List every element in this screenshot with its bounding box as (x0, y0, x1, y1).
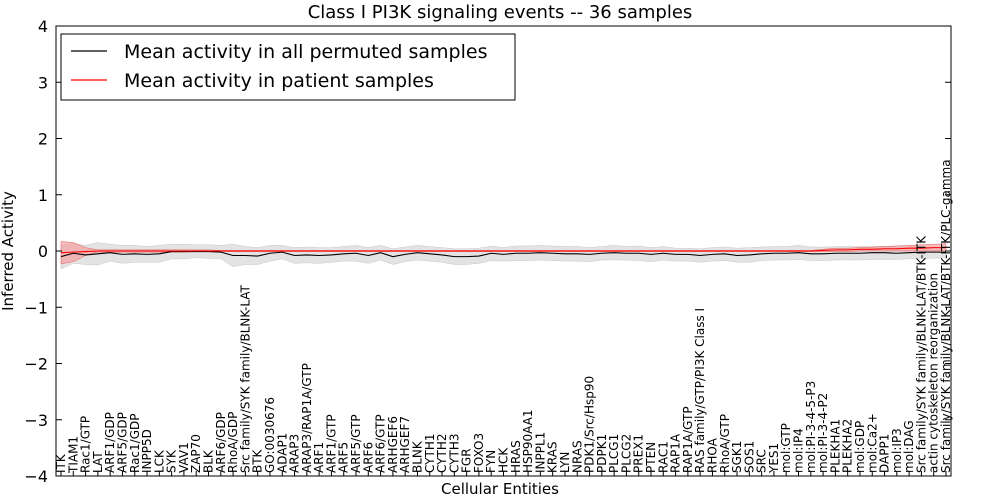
x-tick-label: ARAP3 (288, 434, 302, 473)
x-tick-label: SOS1 (742, 441, 756, 473)
x-tick-label: ADAP1 (275, 433, 289, 473)
x-tick-label: BLNK (410, 440, 424, 473)
x-tick-label: mol:PI-3-4-5-P3 (804, 381, 818, 473)
x-tick-labels: ITKTIAM1Rac1/GTPLATARF1/GDPARF5/GDPRac1/… (54, 159, 953, 476)
x-tick-label: PDPK1 (595, 434, 609, 473)
x-axis-label: Cellular Entities (441, 480, 559, 498)
x-tick-label: TIAM1 (66, 436, 80, 474)
x-tick-label: Src family/SYK family/BLNK-LAT/BTK-ITK/P… (939, 159, 953, 473)
x-tick-label: PLCG2 (619, 434, 633, 473)
x-tick-label: mol:IP4 (792, 428, 806, 473)
x-tick-label: ZAP70 (189, 434, 203, 473)
x-tick-label: HSP90AA1 (521, 409, 535, 473)
x-tick-label: KRAS (546, 441, 560, 473)
x-tick-label: ARF5/GDP (115, 412, 129, 473)
x-tick-label: CYTH1 (423, 434, 437, 474)
x-tick-label: PLEKHA1 (828, 419, 842, 473)
x-tick-label: RHOA (705, 437, 719, 473)
y-tick-label: −2 (24, 355, 48, 374)
x-tick-label: mol:DAG (902, 420, 916, 473)
x-tick-label: ARF1 (312, 442, 326, 473)
x-tick-label: BTK (251, 448, 265, 473)
x-tick-label: FOXO3 (472, 433, 486, 473)
x-tick-label: PTEN (644, 442, 658, 473)
y-tick-label: 3 (38, 73, 48, 92)
x-tick-label: NRAS (570, 440, 584, 473)
series-line-permuted (60, 251, 946, 258)
legend: Mean activity in all permuted samples Me… (60, 33, 516, 101)
x-tick-label: ITK (54, 453, 68, 473)
x-tick-label: HCK (497, 447, 511, 473)
x-tick-label: ARF6/GDP (214, 412, 228, 473)
legend-entry-patient: Mean activity in patient samples (124, 70, 434, 92)
x-tick-label: ARHGEF6 (386, 416, 400, 473)
x-tick-label: Rac1/GTP (79, 416, 93, 473)
x-tick-label: LCK (152, 449, 166, 473)
x-tick-label: DAPP1 (878, 434, 892, 473)
x-tick-label: actin cytoskeleton reorganization (927, 273, 941, 473)
x-tick-label: HRAS (509, 440, 523, 473)
x-tick-label: LYN (558, 452, 572, 473)
x-tick-label: PREX1 (632, 434, 646, 473)
x-tick-label: RhoA/GDP (226, 412, 240, 473)
legend-entry-permuted: Mean activity in all permuted samples (124, 41, 487, 63)
y-tick-label: 4 (38, 17, 48, 36)
x-tick-label: BLK (202, 449, 216, 473)
x-tick-label: ARF1/GDP (103, 412, 117, 473)
x-tick-label: mol:PI-3-4-P2 (816, 393, 830, 473)
x-tick-label: ARF5 (337, 442, 351, 473)
x-tick-label: GO:0030676 (263, 397, 277, 473)
x-tick-label: mol:GTP (779, 423, 793, 473)
x-tick-label: Rac1/GDP (128, 414, 142, 473)
band-permuted (60, 242, 947, 270)
x-tick-label: RAC1 (656, 441, 670, 473)
x-tick-label: ARF6 (361, 442, 375, 473)
x-tick-label: CYTH3 (447, 434, 461, 474)
legend-box (60, 33, 516, 101)
x-tick-label: RhoA/GTP (718, 414, 732, 473)
y-tick-label: −4 (24, 467, 48, 486)
x-tick-label: CYTH2 (435, 434, 449, 474)
x-tick-label: YES1 (767, 443, 781, 474)
x-tick-label: RAP1A/GTP (681, 406, 695, 473)
y-axis-ticks: −4 −3 −2 −1 0 1 2 3 4 (24, 17, 951, 486)
x-tick-label: FYN (484, 450, 498, 473)
x-tick-label: PLCG1 (607, 434, 621, 473)
x-tick-label: ARHGEF7 (398, 416, 412, 473)
y-tick-label: 2 (38, 130, 48, 149)
x-tick-label: FGR (460, 448, 474, 473)
x-tick-label: INPPL1 (533, 432, 547, 473)
x-tick-label: Src family/SYK family/BLNK-LAT (238, 284, 252, 473)
x-tick-label: SYK (165, 449, 179, 473)
x-tick-label: mol:Ca2+ (865, 413, 879, 473)
series-lines (60, 247, 946, 258)
x-tick-label: INPP5D (140, 429, 154, 473)
x-tick-label: SGK1 (730, 441, 744, 473)
y-tick-label: −1 (24, 298, 48, 317)
plot-frame (55, 25, 952, 477)
chart-title: Class I PI3K signaling events -- 36 samp… (308, 2, 693, 23)
x-tick-label: ARAP3/RAP1A/GTP (300, 363, 314, 473)
x-tick-label: mol:IP3 (890, 428, 904, 473)
x-tick-label: PDK1/Src/Hsp90 (583, 376, 597, 473)
x-tick-label: LAT (91, 451, 105, 473)
x-tick-label: RAP1A (669, 433, 683, 473)
x-tick-label: mol:GDP (853, 421, 867, 473)
x-tick-label: PLEKHA2 (841, 419, 855, 473)
x-tick-label: RAS family/GTP/PI3K Class I (693, 308, 707, 473)
y-axis-label: Inferred Activity (0, 191, 17, 311)
y-tick-label: 0 (38, 242, 48, 261)
x-tick-label: ARF1/GTP (324, 414, 338, 473)
x-tick-label: VAV1 (177, 442, 191, 473)
y-tick-label: 1 (38, 186, 48, 205)
x-tick-label: ARF5/GTP (349, 414, 363, 473)
x-tick-label: SRC (755, 449, 769, 473)
x-tick-label: Src family/SYK family/BLNK-LAT/BTK-ITK (914, 235, 928, 473)
x-tick-label: ARF6/GTP (374, 414, 388, 473)
series-line-patient (60, 247, 946, 254)
y-tick-label: −3 (24, 411, 48, 430)
